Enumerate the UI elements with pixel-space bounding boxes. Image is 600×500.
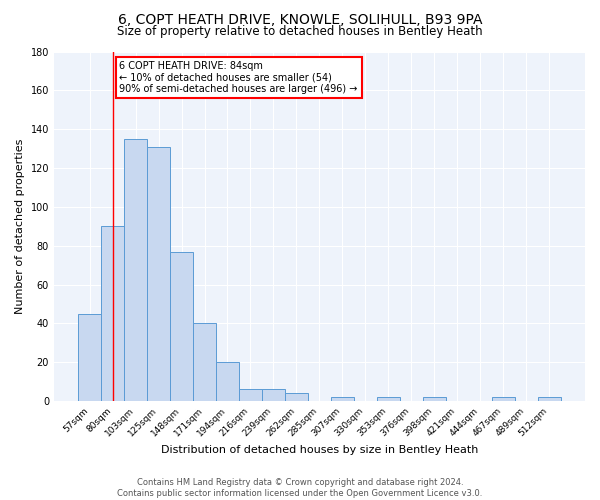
Text: Contains HM Land Registry data © Crown copyright and database right 2024.
Contai: Contains HM Land Registry data © Crown c… [118, 478, 482, 498]
Bar [285, 394, 308, 401]
Bar [423, 397, 446, 401]
Bar [262, 390, 285, 401]
Bar [538, 397, 561, 401]
Bar [492, 397, 515, 401]
Bar [216, 362, 239, 401]
Bar [124, 139, 147, 401]
Bar [101, 226, 124, 401]
Text: Size of property relative to detached houses in Bentley Heath: Size of property relative to detached ho… [117, 25, 483, 38]
Bar [78, 314, 101, 401]
Bar [377, 397, 400, 401]
Y-axis label: Number of detached properties: Number of detached properties [15, 138, 25, 314]
Bar [239, 390, 262, 401]
Text: 6, COPT HEATH DRIVE, KNOWLE, SOLIHULL, B93 9PA: 6, COPT HEATH DRIVE, KNOWLE, SOLIHULL, B… [118, 12, 482, 26]
Bar [193, 324, 216, 401]
X-axis label: Distribution of detached houses by size in Bentley Heath: Distribution of detached houses by size … [161, 445, 478, 455]
Bar [331, 397, 354, 401]
Bar [147, 146, 170, 401]
Text: 6 COPT HEATH DRIVE: 84sqm
← 10% of detached houses are smaller (54)
90% of semi-: 6 COPT HEATH DRIVE: 84sqm ← 10% of detac… [119, 61, 358, 94]
Bar [170, 252, 193, 401]
